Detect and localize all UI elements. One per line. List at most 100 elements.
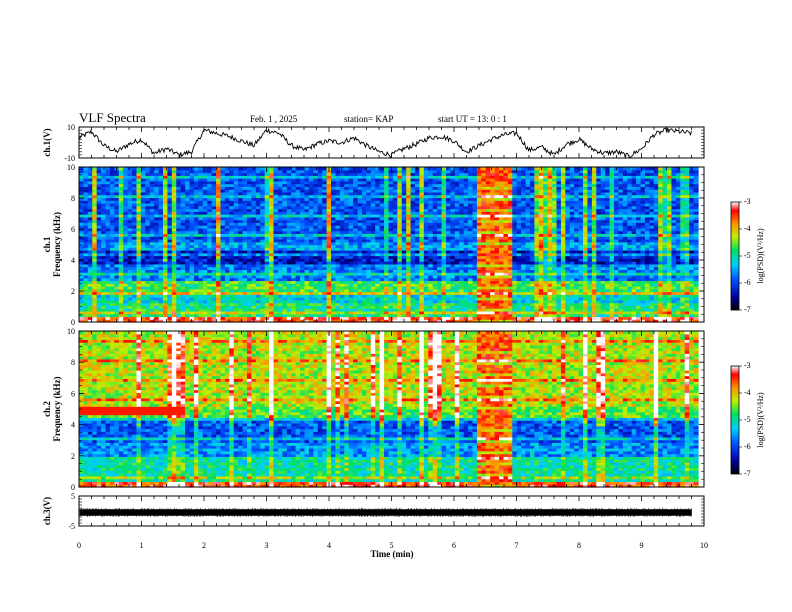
spectrogram-cell [92,302,98,306]
spectrogram-cell [185,172,191,176]
spectrogram-cell [180,219,186,223]
spectrogram-cell [136,169,142,174]
spectrogram-cell [140,172,146,176]
spectrogram-cell [136,255,142,259]
spectrogram-cell [87,178,93,182]
spectrogram-cell [101,189,107,193]
spectrogram-cell [105,263,111,268]
spectrogram-cell [140,269,146,273]
spectrogram-cell [132,269,138,273]
spectrogram-cell [92,297,98,301]
spectrogram-cell [83,202,89,207]
spectrogram-cell [92,178,98,182]
spectrogram-cell [185,191,191,196]
spectrogram-cell [163,291,169,295]
spectrogram-cell [96,208,102,212]
spectrogram-cell [83,308,89,312]
spectrogram-cell [105,236,111,240]
spectrogram-cell [83,183,89,187]
spectrogram-cell [109,200,115,204]
spectrogram-cell [118,252,124,257]
spectrogram-cell [163,261,169,265]
spectrogram-cell [145,236,151,240]
spectrogram-cell [171,310,177,315]
spectrogram-cell [114,302,120,306]
spectrogram-cell [123,272,129,276]
spectrogram-cell [83,194,89,199]
spectrogram-cell [167,286,173,290]
spectrogram-cell [127,288,133,293]
spectrogram-cell [145,258,151,262]
spectrogram-cell [96,261,102,265]
spectrogram-cell [92,208,98,212]
spectrogram-cell [136,238,142,243]
spectrogram-cell [92,283,98,287]
spectrogram-cell [79,197,85,201]
spectrogram-cell [123,180,129,185]
spectrogram-cell [154,247,160,251]
spectrogram-cell [109,258,115,262]
spectrogram-cell [149,194,155,199]
spectrogram-cell [171,222,177,226]
spectrogram-cell [105,169,111,174]
spectrogram-cell [171,261,177,265]
spectrogram-cell [163,302,169,306]
spectrogram-cell [83,178,89,182]
spectrogram-cell [145,269,151,273]
spectrogram-cell [140,255,146,259]
spectrogram-cell [158,286,164,290]
spectrogram-cell [132,172,138,176]
spectrogram-cell [154,178,160,182]
spectrogram-cell [185,252,191,257]
spectrogram-cell [167,202,173,207]
spectrogram-cell [145,183,151,187]
spectrogram-cell [167,178,173,182]
spectrogram-cell [163,197,169,201]
spectrogram-cell [158,261,164,265]
spectrogram-cell [96,227,102,232]
spectrogram-cell [171,227,177,232]
spectrogram-cell [101,194,107,199]
spectrogram-cell [96,316,102,320]
spectrogram-cell [114,233,120,237]
spectrogram-cell [127,299,133,304]
spectrogram-cell [136,261,142,265]
spectrogram-cell [295,167,301,171]
spectrogram-cell [132,258,138,262]
spectrogram-cell [101,227,107,232]
spectrogram-cell [149,214,155,218]
spectrogram-cell [189,297,195,301]
spectrogram-cell [114,277,120,282]
spectrogram-cell [83,222,89,226]
spectrogram-cell [176,280,182,284]
spectrogram-cell [92,274,98,279]
spectrogram-cell [114,305,120,309]
spectrogram-cell [145,294,151,298]
spectrogram-cell [167,191,173,196]
spectrogram-cell [176,230,182,235]
spectrogram-cell [105,238,111,243]
spectrogram-cell [136,286,142,290]
spectrogram-cell [105,297,111,301]
spectrogram-cell [158,236,164,240]
spectrogram-cell [180,172,186,176]
spectrogram-cell [140,211,146,215]
spectrogram-cell [163,263,169,268]
spectrogram-cell [123,302,129,306]
spectrogram-cell [313,167,319,171]
spectrogram-cell [114,252,120,257]
spectrogram-cell [145,299,151,304]
spectrogram-cell [79,291,85,295]
spectrogram-cell [83,283,89,287]
spectrogram-cell [92,205,98,210]
spectrogram-cell [127,227,133,232]
spectrogram-cell [92,169,98,174]
spectrogram-cell [79,261,85,265]
spectrogram-cell [127,286,133,290]
spectrogram-cell [105,244,111,248]
spectrogram-cell [118,241,124,246]
spectrogram-cell [154,211,160,215]
spectrogram-cell [158,313,164,318]
spectrogram-cell [149,222,155,226]
spectrogram-cell [123,167,129,171]
